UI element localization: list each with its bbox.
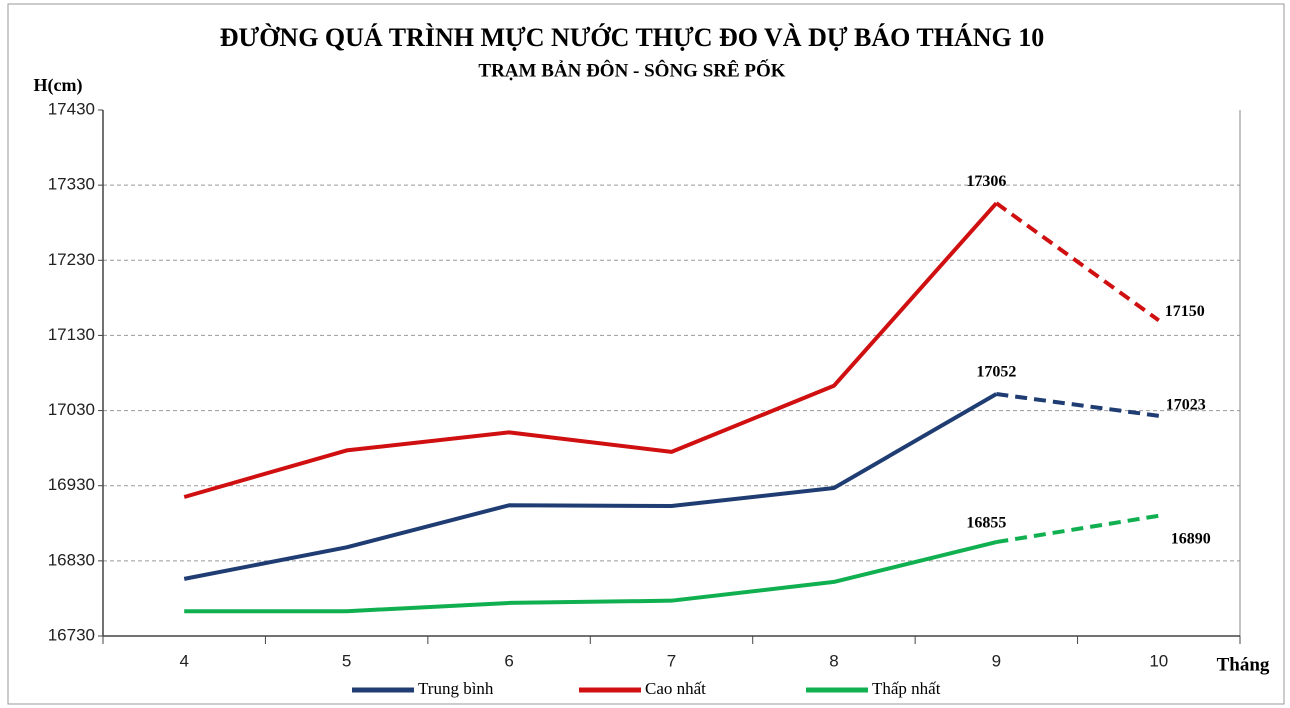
y-tick-label: 17130 <box>48 325 95 344</box>
y-tick-label: 17030 <box>48 400 95 419</box>
forecast-line <box>996 392 1160 418</box>
x-tick-label: 8 <box>829 651 838 670</box>
chart-subtitle: TRẠM BẢN ĐÔN - SÔNG SRÊ PỐK <box>478 59 785 81</box>
y-tick-label: 16830 <box>48 550 95 569</box>
x-tick-label: 10 <box>1149 651 1168 670</box>
x-tick-label: 7 <box>667 651 676 670</box>
series-line <box>183 201 998 499</box>
chart-title: ĐƯỜNG QUÁ TRÌNH MỰC NƯỚC THỰC ĐO VÀ DỰ B… <box>220 23 1045 52</box>
data-label: 16890 <box>1171 530 1211 547</box>
y-axis-label: H(cm) <box>34 75 83 96</box>
series-line <box>184 540 997 614</box>
chart-border <box>7 3 1285 705</box>
data-label: 17023 <box>1166 397 1206 414</box>
x-tick-label: 9 <box>992 651 1001 670</box>
legend-label: Trung bình <box>418 679 494 698</box>
y-tick-label: 17230 <box>48 250 95 269</box>
legend-label: Thấp nhất <box>872 679 941 698</box>
y-tick-label: 17330 <box>48 175 95 194</box>
y-tick-label: 16730 <box>48 625 95 644</box>
x-tick-label: 5 <box>342 651 351 670</box>
data-label: 17052 <box>976 364 1016 381</box>
data-label: 16855 <box>966 515 1006 532</box>
x-tick-label: 6 <box>504 651 513 670</box>
x-axis-label: Tháng <box>1217 654 1270 675</box>
data-label: 17150 <box>1165 303 1205 320</box>
y-tick-label: 16930 <box>48 475 95 494</box>
data-label: 17306 <box>966 173 1006 190</box>
forecast-line <box>995 201 1160 323</box>
legend-label: Cao nhất <box>645 679 706 698</box>
y-tick-label: 17430 <box>48 99 95 118</box>
series-line <box>183 392 998 581</box>
forecast-line <box>996 513 1160 545</box>
x-tick-label: 4 <box>179 651 188 670</box>
